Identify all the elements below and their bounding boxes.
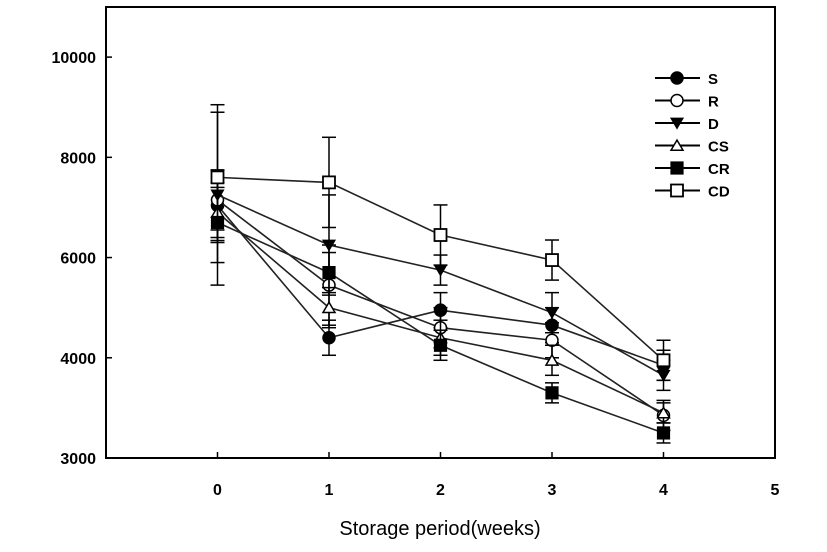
x-axis: 0 1 2 3 4 5: [213, 452, 780, 499]
data-point: [321, 300, 337, 314]
legend-item-cd: CD: [655, 184, 730, 201]
legend-item-r: R: [655, 94, 719, 111]
data-point: [322, 330, 336, 345]
series-layer: [210, 103, 671, 444]
y-tick-label: 6000: [60, 251, 96, 268]
x-tick-label: 1: [325, 482, 334, 499]
legend-marker: [669, 138, 685, 152]
y-tick-label: 3000: [60, 451, 96, 468]
legend-marker: [670, 93, 684, 108]
series-cr: [210, 181, 671, 444]
y-tick-label: 10000: [52, 50, 97, 67]
data-point: [545, 253, 559, 267]
data-point: [322, 175, 336, 190]
legend-label: D: [708, 116, 719, 133]
data-point: [545, 386, 559, 400]
x-tick-label: 4: [659, 482, 668, 499]
data-point: [656, 406, 671, 419]
data-point: [656, 353, 671, 368]
data-point: [544, 353, 560, 366]
data-point: [656, 426, 671, 440]
legend-marker: [669, 117, 685, 130]
legend-label: CR: [708, 161, 730, 178]
data-point: [545, 333, 559, 347]
legend-marker: [670, 183, 684, 198]
legend-marker: [670, 161, 684, 175]
data-point: [210, 170, 225, 185]
legend-item-d: D: [655, 116, 719, 133]
legend-item-cr: CR: [655, 161, 730, 178]
legend-label: S: [708, 71, 718, 88]
data-point: [433, 264, 448, 277]
y-tick-label: 8000: [60, 150, 96, 167]
x-tick-label: 0: [213, 482, 222, 499]
x-axis-label: Storage period(weeks): [339, 518, 540, 540]
y-tick-label: 4000: [60, 351, 96, 368]
data-point: [544, 307, 560, 320]
legend-item-s: S: [655, 71, 718, 88]
legend-label: R: [708, 94, 719, 111]
data-point: [321, 239, 337, 252]
legend: SRD CS CR CD: [655, 71, 730, 201]
legend-marker: [670, 71, 684, 85]
y-axis: 30004000600080001000012000: [52, 50, 112, 468]
x-tick-label: 5: [771, 482, 780, 499]
legend-label: CS: [708, 139, 729, 156]
legend-item-cs: CS: [655, 139, 729, 156]
series-cd: [210, 111, 671, 382]
legend-label: CD: [708, 184, 730, 201]
x-tick-label: 3: [548, 482, 557, 499]
data-point: [433, 338, 448, 352]
x-tick-label: 2: [436, 482, 445, 499]
data-point: [433, 228, 448, 242]
data-point: [322, 265, 336, 280]
